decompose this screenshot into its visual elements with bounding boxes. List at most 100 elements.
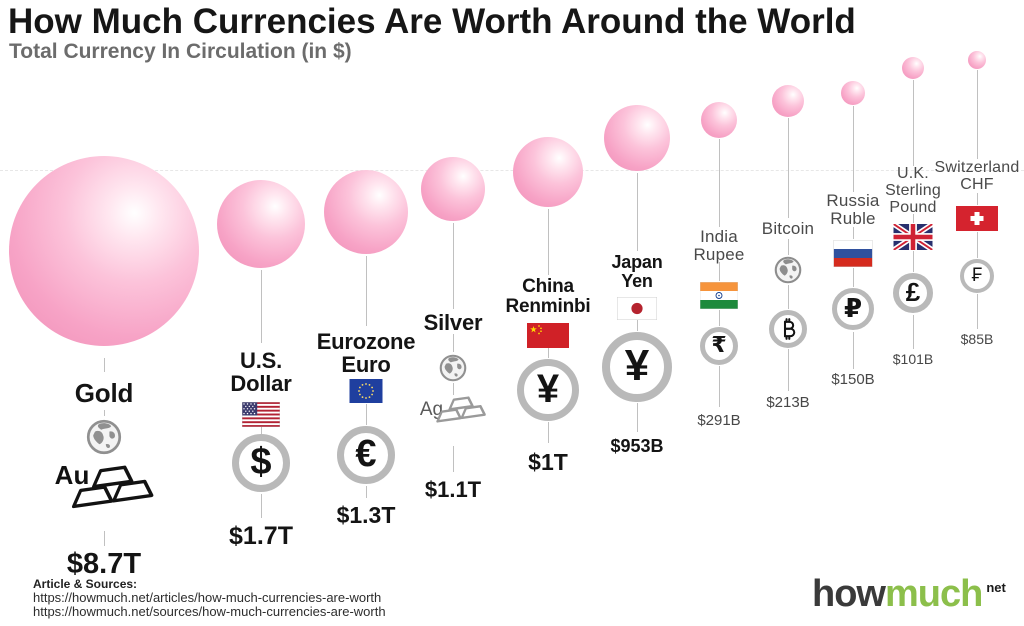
connector-line <box>976 294 978 329</box>
connector-line <box>718 139 720 227</box>
connector-line <box>976 232 978 258</box>
gold-bars-icon <box>71 465 154 509</box>
connector-line <box>976 193 978 205</box>
label-euro: Eurozone Euro <box>316 329 416 378</box>
value-india-rupee: $291B <box>697 412 741 429</box>
connector-line <box>365 404 367 425</box>
euro-coin-icon: € <box>337 426 395 484</box>
connector-line <box>452 334 454 352</box>
yen-symbol: ¥ <box>624 341 650 390</box>
column-silver: Silver Ag $1.1T <box>393 0 513 626</box>
dollar-coin-icon: $ <box>232 434 290 492</box>
india-flag-icon <box>700 282 738 309</box>
bubble-us-dollar <box>217 180 305 268</box>
label-switzerland-chf: Switzerland CHF <box>934 159 1020 193</box>
value-us-dollar: $1.7T <box>229 522 293 550</box>
connector-line <box>547 422 549 443</box>
connector-line <box>260 494 262 518</box>
label-uk-pound: U.K. Sterling Pound <box>885 165 941 216</box>
column-russia-ruble: Russia Ruble ₽ $150B <box>793 0 913 626</box>
connector-line <box>912 251 914 272</box>
connector-line <box>365 486 367 498</box>
rupee-symbol: ₹ <box>711 332 727 357</box>
franc-coin-icon: ₣ <box>960 259 994 293</box>
logo-text-net: net <box>986 580 1006 595</box>
connector-line <box>787 118 789 218</box>
yen-coin-icon: ¥ <box>602 332 672 402</box>
bubble-switzerland-chf <box>968 51 986 69</box>
source-url-sources: https://howmuch.net/sources/how-much-cur… <box>33 604 386 619</box>
bubble-gold <box>9 156 199 346</box>
gold-au-group: Au <box>55 462 154 517</box>
pound-symbol: £ <box>905 277 921 307</box>
connector-line <box>452 446 454 472</box>
dollar-symbol: $ <box>250 441 272 483</box>
globe-icon <box>439 354 467 382</box>
silver-bars-icon <box>436 396 487 423</box>
connector-line <box>787 239 789 255</box>
connector-line <box>852 106 854 192</box>
connector-line <box>852 332 854 369</box>
rupee-coin-icon: ₹ <box>700 327 738 365</box>
value-gold: $8.7T <box>66 548 142 580</box>
connector-line <box>103 410 105 416</box>
label-russia-ruble: Russia Ruble <box>826 191 880 229</box>
connector-line <box>547 209 549 275</box>
bitcoin-coin-icon <box>769 310 807 348</box>
russia-flag-icon <box>833 240 873 267</box>
connector-line <box>636 320 638 331</box>
bubble-china-renminbi <box>513 137 583 207</box>
column-us-dollar: U.S. Dollar $ $1.7T <box>201 0 321 626</box>
pound-coin-icon: £ <box>893 273 933 313</box>
value-bitcoin: $213B <box>766 394 810 411</box>
connector-line <box>636 173 638 251</box>
connector-line <box>718 366 720 407</box>
gold-chemical-symbol: Au <box>54 460 90 490</box>
logo-text-much: much <box>884 573 983 615</box>
bubble-india-rupee <box>701 102 737 138</box>
connector-line <box>260 270 262 343</box>
bubble-euro <box>324 170 408 254</box>
connector-line <box>103 531 105 546</box>
yuan-coin-icon: ¥ <box>517 359 579 421</box>
us-flag-icon <box>242 402 280 427</box>
bubble-russia-ruble <box>841 81 865 105</box>
label-gold: Gold <box>74 378 134 408</box>
connector-line <box>912 315 914 349</box>
connector-line <box>547 348 549 358</box>
bitcoin-symbol <box>783 318 796 340</box>
column-switzerland-chf: Switzerland CHF ₣ $85B <box>917 0 1024 626</box>
page-subtitle: Total Currency In Circulation (in $) <box>9 40 352 63</box>
silver-chemical-symbol: Ag <box>419 399 444 420</box>
bubble-uk-pound <box>902 57 924 79</box>
sources-heading: Article & Sources: <box>33 577 138 591</box>
label-bitcoin: Bitcoin <box>761 219 815 238</box>
column-uk-pound: U.K. Sterling Pound £ $101B <box>853 0 973 626</box>
eu-flag-icon <box>349 379 383 403</box>
connector-line <box>852 227 854 239</box>
page-title: How Much Currencies Are Worth Around the… <box>8 2 856 41</box>
column-japan-yen: Japan Yen ¥ $953B <box>577 0 697 626</box>
globe-icon <box>86 419 122 455</box>
connector-line <box>103 358 105 372</box>
franc-symbol: ₣ <box>971 264 983 286</box>
value-uk-pound: $101B <box>892 351 934 367</box>
baseline-guide <box>0 170 1024 171</box>
japan-flag-icon <box>617 297 657 320</box>
howmuch-logo: how much net <box>812 575 1006 613</box>
label-us-dollar: U.S. Dollar <box>230 348 292 397</box>
connector-line <box>787 349 789 391</box>
globe-icon <box>774 256 802 284</box>
value-silver: $1.1T <box>424 477 482 502</box>
connector-line <box>718 310 720 326</box>
silver-ag-group: Ag <box>419 396 487 428</box>
uk-flag-icon <box>893 224 933 250</box>
connector-line <box>636 403 638 432</box>
column-bitcoin: Bitcoin $213B <box>728 0 848 626</box>
switzerland-flag-icon <box>956 206 998 231</box>
ruble-coin-icon: ₽ <box>832 288 874 330</box>
value-russia-ruble: $150B <box>831 371 875 388</box>
source-url-articles: https://howmuch.net/articles/how-much-cu… <box>33 590 382 605</box>
logo-text-how: how <box>812 573 886 615</box>
